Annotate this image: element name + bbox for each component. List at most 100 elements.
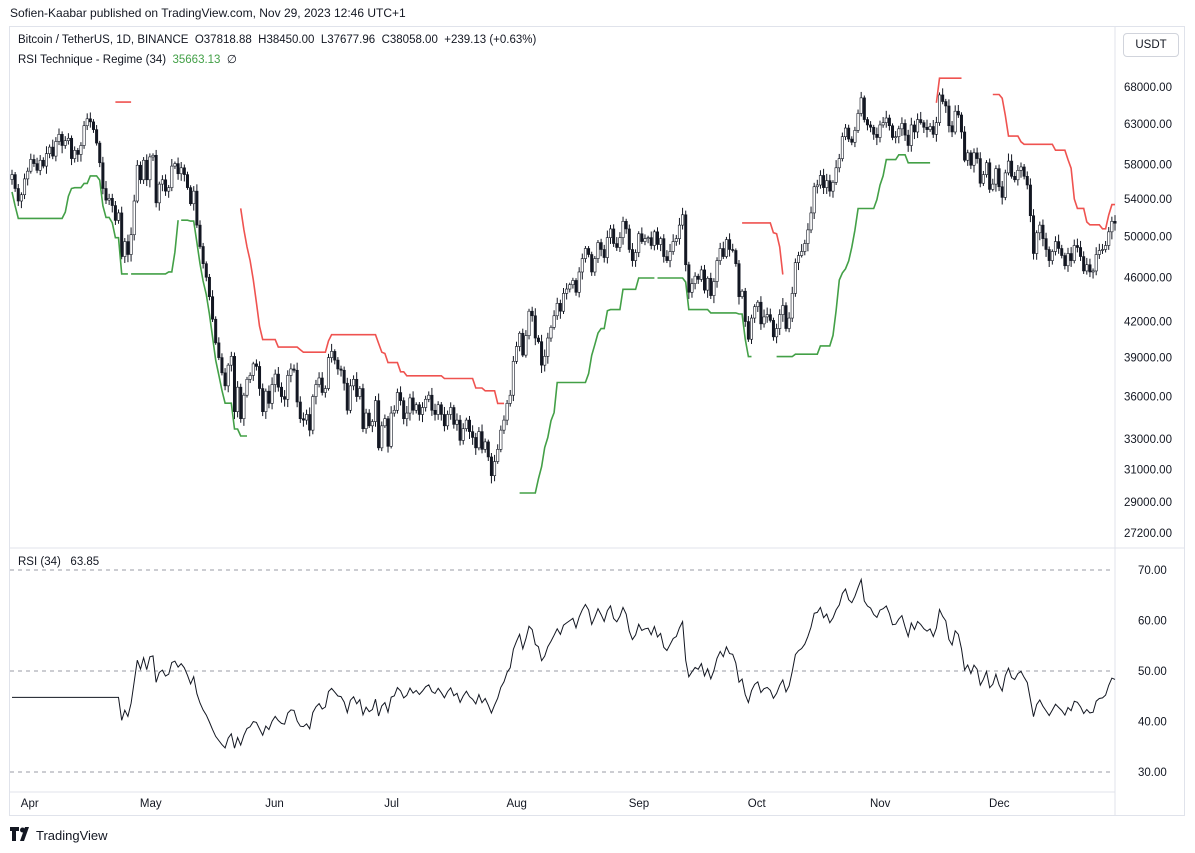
candle-body [1003,172,1007,198]
candle-body [236,386,240,412]
candle-body [427,394,431,400]
candle-body [981,174,985,184]
candle-body [1032,215,1036,254]
candle-body [583,248,587,259]
candle-body [621,221,625,238]
candle-body [1038,224,1042,234]
candle-body [555,303,559,317]
symbol-legend[interactable]: Bitcoin / TetherUS, 1D, BINANCE O37818.8… [18,34,536,46]
candle-body [543,356,547,366]
candle-body [818,175,822,186]
candle-body [207,276,211,297]
time-axis-label: Nov [870,798,891,810]
candle-body [157,183,161,204]
candle-body [211,296,215,320]
candle-body [367,412,371,427]
price-tick-label: 39000.00 [1124,353,1172,365]
candle-body [681,214,685,226]
currency-button[interactable]: USDT [1123,33,1179,57]
chart-frame [9,26,1185,816]
price-tick-label: 50000.00 [1124,232,1172,244]
candle-body [220,357,224,374]
candle-body [558,303,562,312]
candle-body [461,428,465,441]
candle-body [279,386,283,397]
candle-body [765,314,769,318]
candle-body [120,212,124,257]
candle-body [596,242,600,259]
price-tick-label: 46000.00 [1124,272,1172,284]
candle-body [76,150,80,155]
candle-body [1041,224,1045,239]
ohlc-open: O37818.88 [194,34,252,46]
candle-body [258,366,262,389]
candle-body [577,271,581,293]
candle-body [806,229,810,244]
candle-body [587,248,591,255]
candle-body [687,264,691,293]
candle-body [865,119,869,126]
candle-body [568,284,572,290]
candle-body [95,129,99,144]
candle-body [352,378,356,387]
candle-body [44,153,48,167]
candle-body [630,249,634,261]
candle-body [696,275,700,280]
candle-body [609,228,613,238]
candle-body [239,386,243,419]
candle-body [132,200,136,236]
indicator-name: RSI Technique - Regime (34) [18,54,167,66]
candle-body [330,351,334,358]
candle-body [48,146,52,154]
candle-body [1100,249,1104,251]
candle-body [941,94,945,102]
candle-body [386,418,390,447]
candle-body [803,243,807,252]
candle-body [458,419,462,441]
rsi-legend[interactable]: RSI (34) 63.85 [18,556,99,568]
candle-body [66,137,70,141]
candle-body [787,317,791,329]
candle-body [809,212,813,231]
candle-body [320,377,324,393]
time-axis-label: Apr [21,798,39,810]
candle-body [1044,238,1048,250]
candle-body [938,94,942,123]
price-change: +239.13 (+0.63%) [444,34,537,46]
candle-body [530,310,534,317]
candle-body [267,390,271,404]
candle-body [26,170,30,180]
candle-body [32,159,36,164]
candle-body [859,97,863,114]
candle-body [452,407,456,425]
candle-body [204,263,208,278]
candle-body [881,122,885,126]
candle-body [345,382,349,411]
candle-body [377,400,381,449]
candle-body [536,337,540,342]
candle-body [339,368,343,371]
candle-body [994,168,998,185]
candle-body [283,396,287,400]
candle-body [245,378,249,396]
candle-body [662,238,666,257]
candle-body [311,396,315,431]
candle-body [1010,160,1014,177]
candle-body [308,414,312,431]
candle-body [919,119,923,123]
candle-body [189,187,193,205]
candle-body [900,123,904,130]
candle-body [753,306,757,319]
candle-body [1063,255,1067,267]
rsi-tick-label: 50.00 [1138,666,1167,678]
candle-body [399,392,403,401]
candle-body [975,152,979,159]
indicator-legend[interactable]: RSI Technique - Regime (34) 35663.13 ∅ [18,52,237,66]
candle-body [333,351,337,361]
candle-body [561,293,565,312]
candle-body [433,409,437,415]
footer-brand: TradingView [10,827,108,844]
candle-body [151,154,155,158]
candle-body [499,429,503,450]
